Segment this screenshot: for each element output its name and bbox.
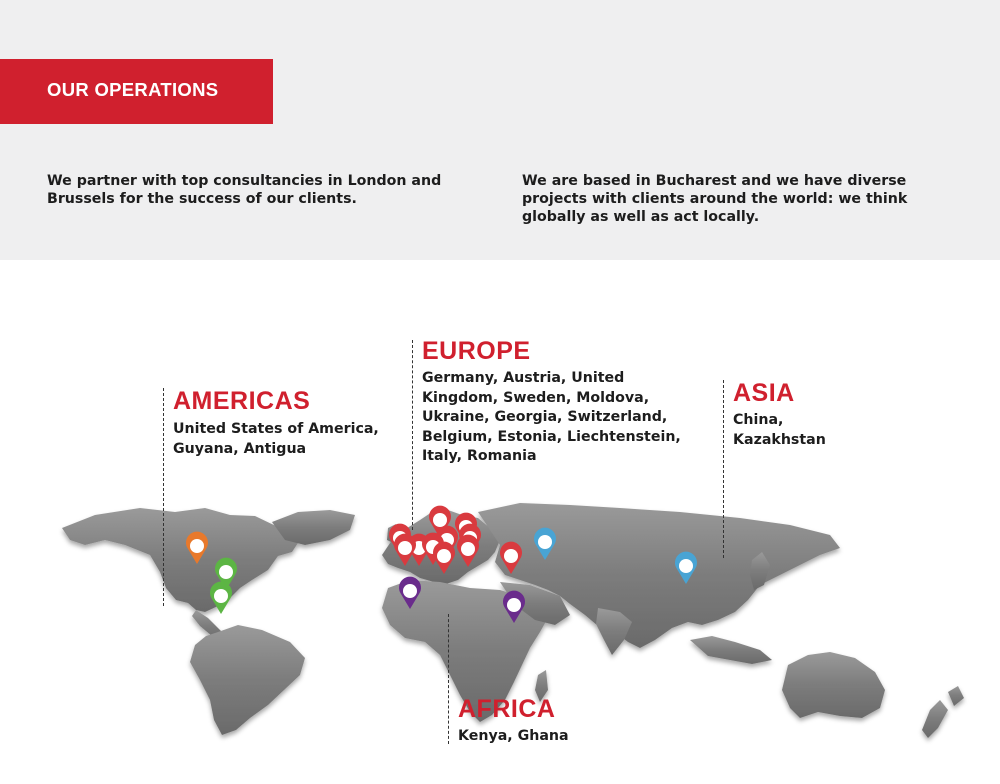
intro-text-right: We are based in Bucharest and we have di… <box>522 173 908 225</box>
map-pin-icon[interactable] <box>186 531 208 564</box>
americas-leader-line <box>163 388 164 606</box>
asia-countries: China, Kazakhstan <box>733 412 826 448</box>
africa-leader-line <box>448 614 449 744</box>
map-pin-icon[interactable] <box>534 527 556 560</box>
section-title: OUR OPERATIONS <box>47 79 219 100</box>
africa-shape <box>382 580 548 722</box>
africa-countries: Kenya, Ghana <box>458 728 569 744</box>
map-pin-icon[interactable] <box>210 581 232 614</box>
asia-shape <box>478 503 840 648</box>
map-pin-icon[interactable] <box>399 576 421 609</box>
map-pin-icon[interactable] <box>457 534 479 567</box>
south-america-shape <box>190 625 305 735</box>
greenland-shape <box>272 510 355 545</box>
americas-title: AMERICAS <box>173 387 311 415</box>
map-pin-icon[interactable] <box>433 541 455 574</box>
map-pin-icon[interactable] <box>675 551 697 584</box>
africa-title: AFRICA <box>458 695 556 723</box>
intro-section: OUR OPERATIONS We partner with top consu… <box>0 0 1000 260</box>
map-pin-icon[interactable] <box>394 533 416 566</box>
new-zealand-shape <box>922 700 948 738</box>
map-pin-icon[interactable] <box>215 557 237 590</box>
new-zealand-north-shape <box>948 686 964 706</box>
intro-text-left: We partner with top consultancies in Lon… <box>47 173 442 207</box>
asia-leader-line <box>723 380 724 558</box>
australia-shape <box>782 652 885 718</box>
madagascar-shape <box>535 670 548 702</box>
map-pin-icon[interactable] <box>503 590 525 623</box>
europe-leader-line <box>412 340 413 530</box>
asia-title: ASIA <box>733 379 795 407</box>
americas-countries: United States of America, Guyana, Antigu… <box>173 421 379 457</box>
india-shape <box>596 608 632 655</box>
europe-title: EUROPE <box>422 337 531 365</box>
europe-countries: Germany, Austria, United Kingdom, Sweden… <box>422 370 681 464</box>
se-asia-shape <box>690 636 772 664</box>
continents <box>62 503 964 738</box>
map-pin-icon[interactable] <box>429 505 451 538</box>
map-pin-icon[interactable] <box>500 541 522 574</box>
north-america-shape <box>62 508 300 612</box>
markers <box>186 505 697 623</box>
section-header: OUR OPERATIONS <box>0 59 273 124</box>
japan-shape <box>750 552 770 590</box>
